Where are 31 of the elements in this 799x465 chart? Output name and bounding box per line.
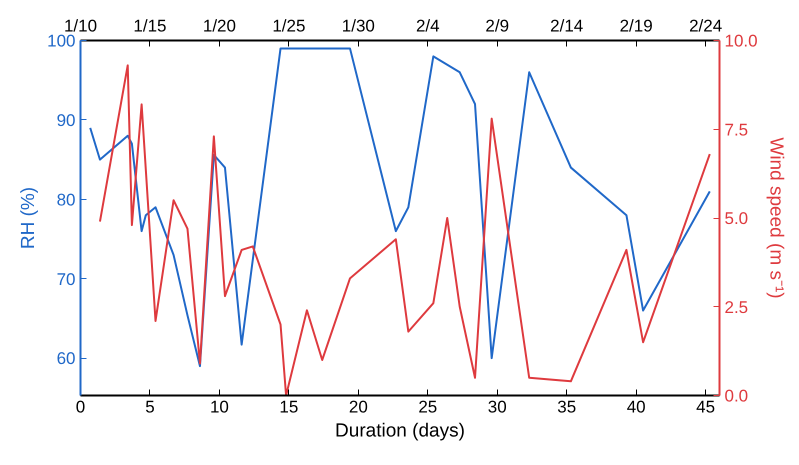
y2-tick-label: 7.5 [724,120,748,140]
x-tick-label: 30 [488,398,507,416]
x2-tick-label: 2/19 [620,16,653,36]
x2-tick-label: 1/20 [202,16,236,36]
x-tick-label: 0 [76,398,86,416]
x2-tick-label: 2/24 [689,16,722,36]
x2-tick-label: 1/25 [272,16,306,36]
y-tick-label: 60 [56,349,76,368]
y2-tick-label: 5.0 [724,209,748,228]
x-tick-label: 45 [696,398,716,416]
y2-tick-label: 10.0 [724,32,758,50]
x-axis-title: Duration (days) [335,420,465,442]
y2-tick-label: 0.0 [724,386,748,406]
x-tick-label: 10 [210,398,229,416]
y-tick-label: 70 [56,270,76,289]
y-tick-label: 90 [56,110,76,130]
x2-tick-label: 2/9 [485,16,510,36]
y2-tick-label: 2.5 [724,298,748,317]
x2-tick-label: 1/30 [342,16,375,36]
x-tick-label: 40 [626,398,646,416]
y-axis-title: RH (%) [18,186,40,250]
x2-tick-label: 2/4 [416,16,440,36]
x2-tick-label: 1/15 [133,16,167,36]
x-tick-label: 15 [279,398,298,416]
y2-axis-title: Wind speed (m s⁻¹) [766,137,787,299]
x-tick-label: 20 [348,398,368,416]
x-tick-label: 35 [557,398,576,416]
x2-tick-label: 2/14 [550,16,584,36]
x-tick-label: 25 [418,398,438,416]
x-tick-label: 5 [145,398,155,416]
y-tick-label: 80 [56,190,76,210]
